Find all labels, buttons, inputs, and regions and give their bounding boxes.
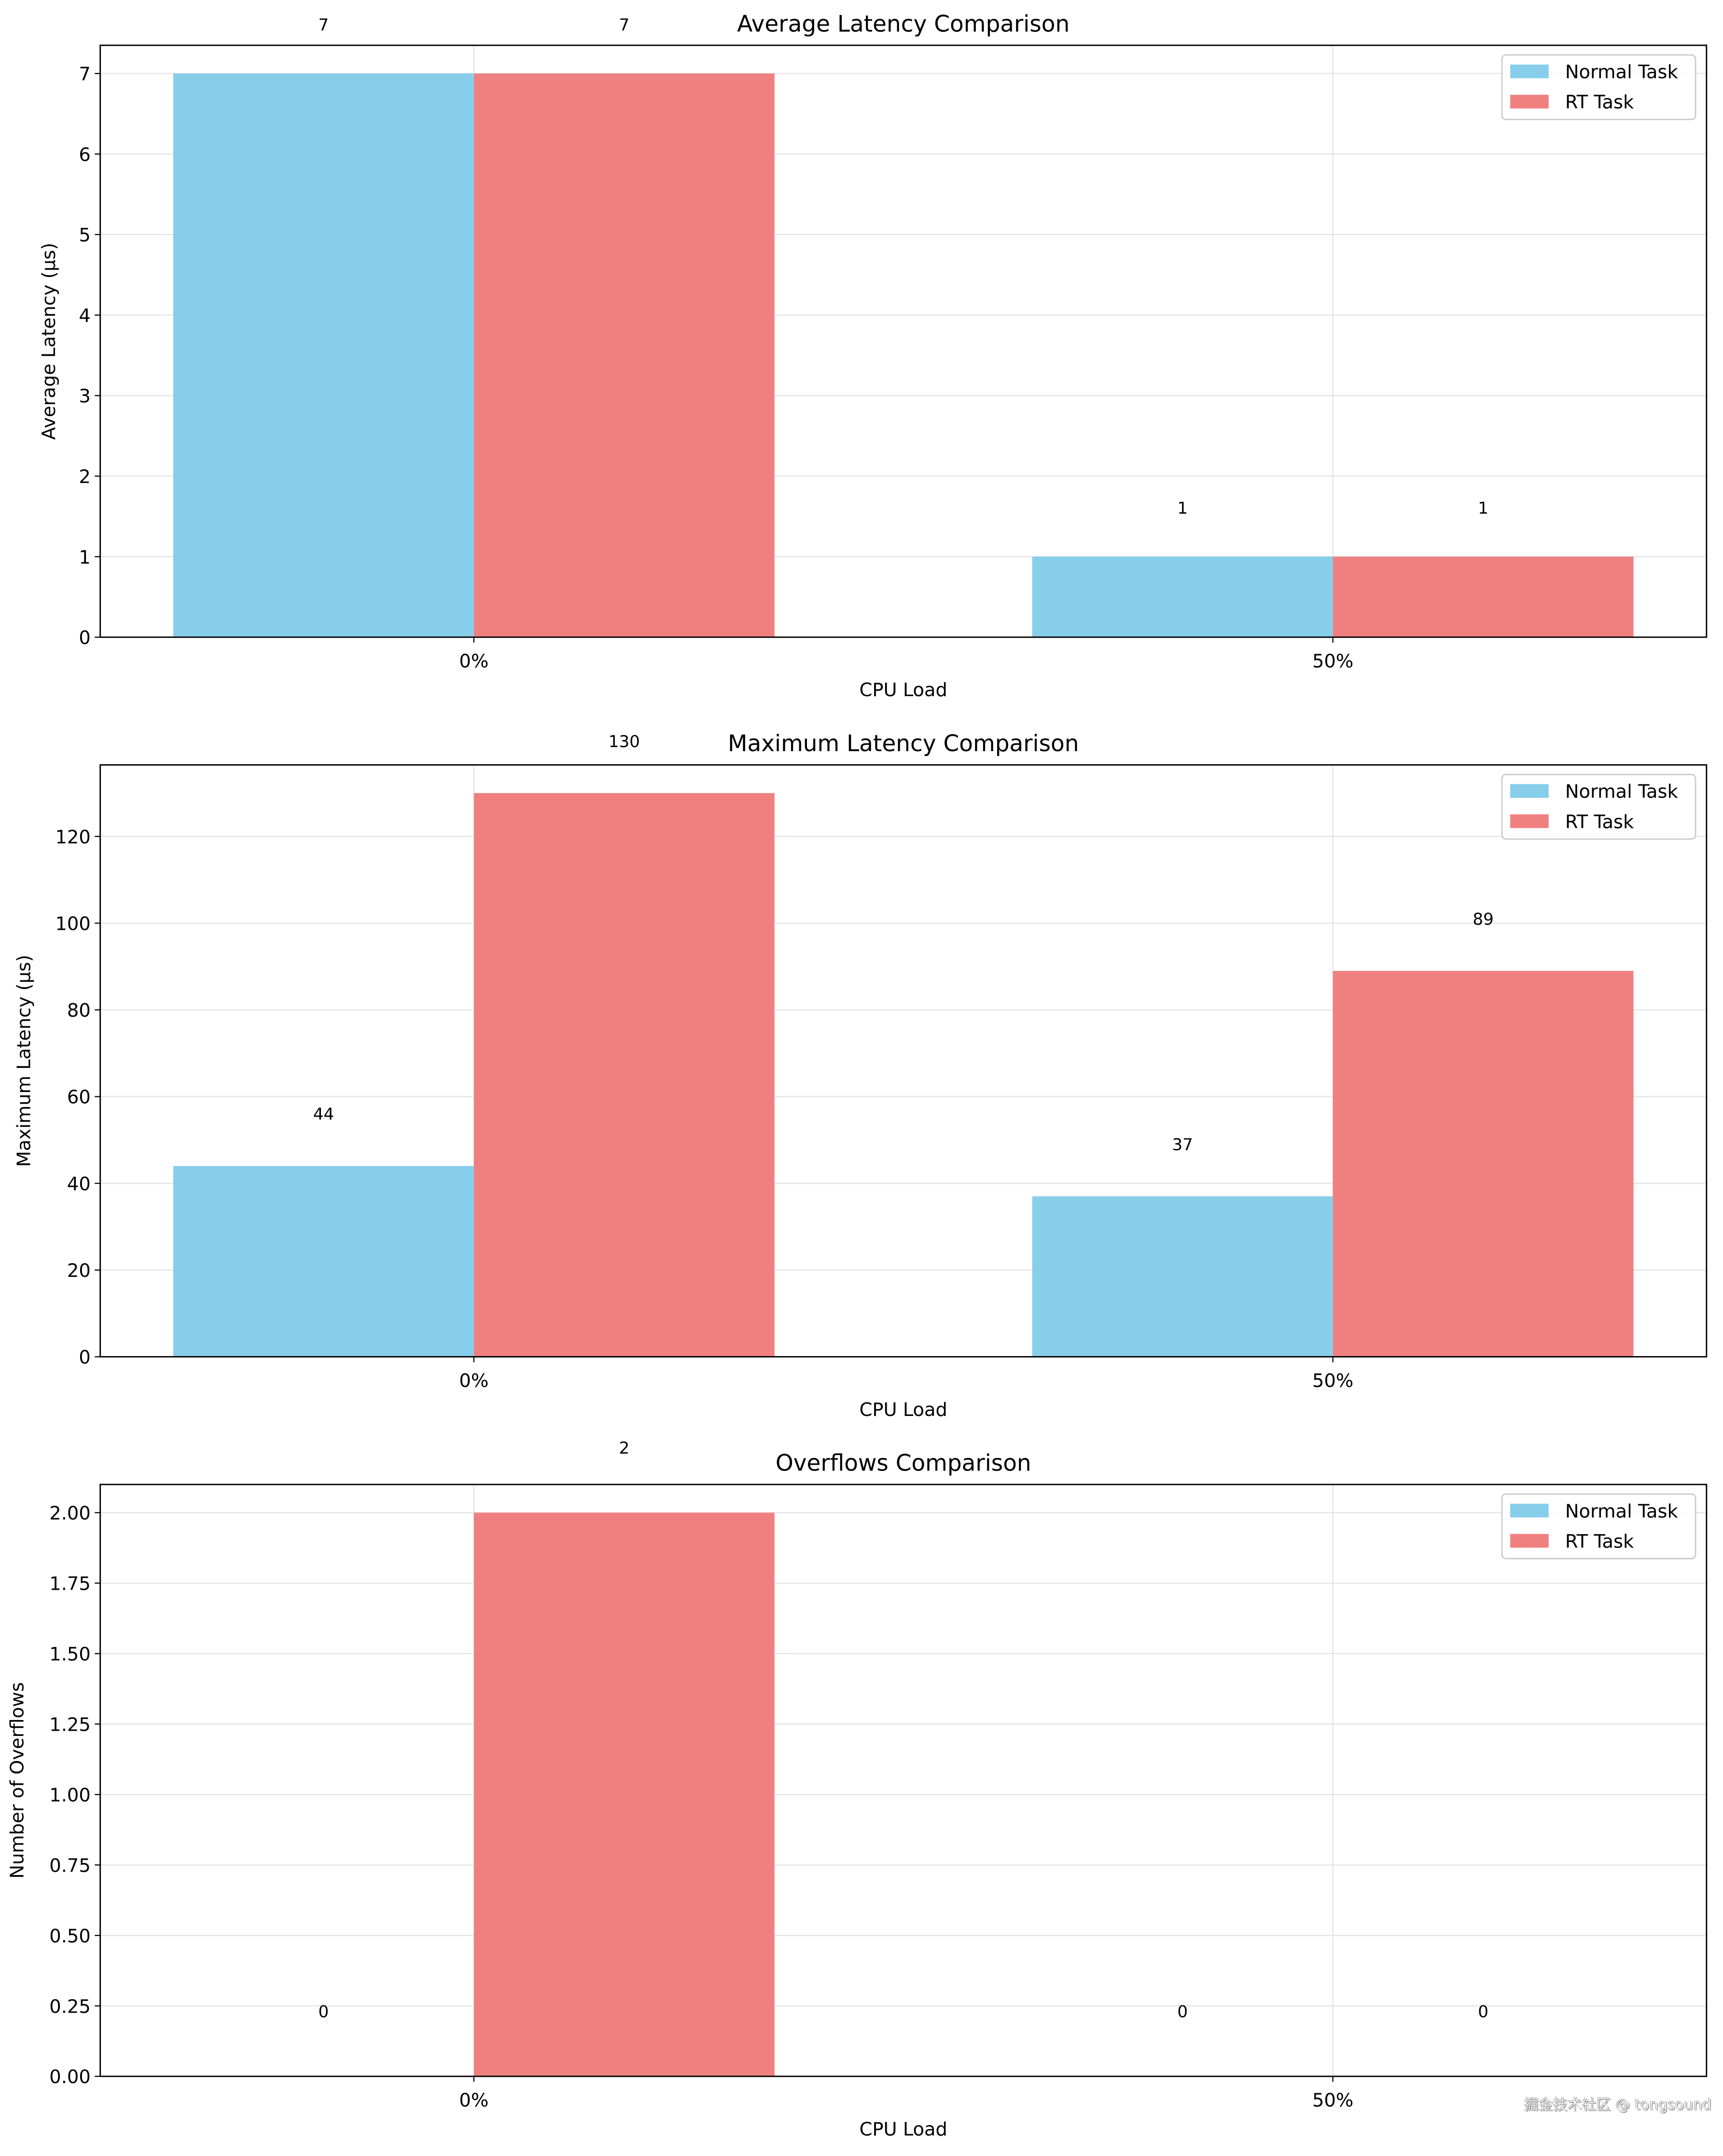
data-label: 1	[1478, 499, 1488, 518]
legend-label: Normal Task	[1565, 61, 1679, 83]
legend-label: Normal Task	[1565, 781, 1679, 803]
legend-swatch-normal	[1510, 784, 1549, 798]
y-tick-label: 0	[79, 627, 90, 649]
data-label: 44	[313, 1105, 334, 1124]
y-tick-label: 1.50	[49, 1644, 90, 1666]
legend-label: RT Task	[1565, 811, 1634, 833]
chart-title: Overflows Comparison	[776, 1450, 1031, 1477]
legend-box	[1501, 54, 1696, 120]
bar-rt-0%	[473, 1512, 775, 2077]
legend-label: RT Task	[1565, 1531, 1634, 1553]
legend: Normal Task RT Task	[1501, 1493, 1696, 1560]
x-tick-label: 50%	[1312, 2090, 1353, 2112]
bar-normal-50%	[1032, 557, 1333, 637]
y-tick-label: 2.00	[49, 1503, 90, 1525]
y-tick-label: 0.75	[49, 1855, 90, 1876]
data-label: 0	[319, 2002, 329, 2022]
x-tick-label: 50%	[1312, 1370, 1353, 1392]
y-tick-label: 0	[79, 1347, 90, 1369]
chart-1: 7 1 7 1 0 1 2 3 4 5 6 7 0% 50% Average Latency Compari…	[38, 11, 1708, 701]
data-label: 7	[319, 15, 329, 35]
legend-box	[1501, 1493, 1696, 1560]
y-tick-label: 1	[79, 546, 90, 568]
legend: Normal Task RT Task	[1501, 773, 1696, 840]
legend-swatch-rt	[1510, 95, 1549, 109]
y-tick-label: 0.00	[49, 2066, 90, 2088]
y-tick-label: 5	[79, 224, 90, 246]
bar-normal-50%	[1032, 1196, 1333, 1357]
x-tick-label: 0%	[459, 650, 488, 672]
bar-rt-50%	[1333, 971, 1634, 1357]
x-tick-label: 0%	[459, 2090, 488, 2112]
bar-rt-0%	[473, 793, 775, 1357]
data-label: 0	[1478, 2002, 1488, 2022]
bar-rt-50%	[1333, 557, 1634, 637]
y-tick-label: 40	[67, 1173, 91, 1195]
y-axis-label: Average Latency (µs)	[38, 243, 60, 440]
data-label: 37	[1172, 1135, 1193, 1155]
x-tick-label: 50%	[1312, 650, 1353, 672]
axes-frame	[99, 1484, 1708, 2077]
x-tick-label: 0%	[459, 1370, 488, 1392]
y-tick-label: 1.00	[49, 1784, 90, 1806]
legend-swatch-normal	[1510, 64, 1549, 79]
y-tick-label: 100	[55, 913, 90, 935]
data-label: 7	[619, 15, 629, 35]
y-tick-label: 80	[67, 1000, 91, 1022]
y-tick-label: 60	[67, 1087, 91, 1108]
data-label: 130	[609, 732, 640, 751]
x-axis-label: CPU Load	[860, 1399, 947, 1421]
y-tick-label: 20	[67, 1260, 91, 1282]
data-label: 0	[1177, 2002, 1188, 2022]
y-tick-label: 3	[79, 386, 90, 407]
x-axis-label: CPU Load	[860, 2118, 947, 2140]
chart-title: Average Latency Comparison	[737, 11, 1070, 37]
data-label: 2	[619, 1439, 629, 1458]
y-tick-label: 1.75	[49, 1573, 90, 1595]
y-tick-label: 7	[79, 63, 90, 85]
y-tick-label: 6	[79, 144, 90, 166]
legend-swatch-normal	[1510, 1503, 1549, 1518]
bar-normal-0%	[173, 73, 474, 637]
data-label: 1	[1177, 499, 1188, 518]
y-tick-label: 0.50	[49, 1925, 90, 1947]
y-tick-label: 0.25	[49, 1996, 90, 2017]
y-axis-label: Number of Overflows	[6, 1682, 28, 1878]
y-tick-label: 1.25	[49, 1714, 90, 1736]
bar-normal-0%	[173, 1166, 474, 1357]
legend-label: Normal Task	[1565, 1500, 1679, 1522]
chart-2: 44 37 130 89 0 20 40 60 80 100 120 0% 50% Maximum Lat…	[14, 730, 1708, 1421]
y-tick-label: 4	[79, 305, 90, 327]
legend-swatch-rt	[1510, 1534, 1549, 1548]
watermark: 掘金技术社区 @ tongsound	[1524, 2097, 1712, 2114]
y-tick-label: 120	[55, 826, 90, 848]
legend: Normal Task RT Task	[1501, 54, 1696, 120]
bar-rt-0%	[473, 73, 775, 637]
y-tick-label: 2	[79, 466, 90, 488]
legend-swatch-rt	[1510, 814, 1549, 828]
y-axis-label: Maximum Latency (µs)	[14, 955, 35, 1167]
x-axis-label: CPU Load	[860, 679, 947, 701]
data-label: 89	[1473, 910, 1493, 929]
chart-title: Maximum Latency Comparison	[728, 730, 1079, 757]
legend-label: RT Task	[1565, 92, 1634, 113]
chart-3: 0 0 2 0 0.00 0.25 0.50 0.75 1.00 1.25 1.50 1.75 2.00…	[6, 1439, 1708, 2140]
legend-box	[1501, 773, 1696, 840]
axes-frame	[99, 44, 1708, 638]
axes-frame	[99, 764, 1708, 1358]
